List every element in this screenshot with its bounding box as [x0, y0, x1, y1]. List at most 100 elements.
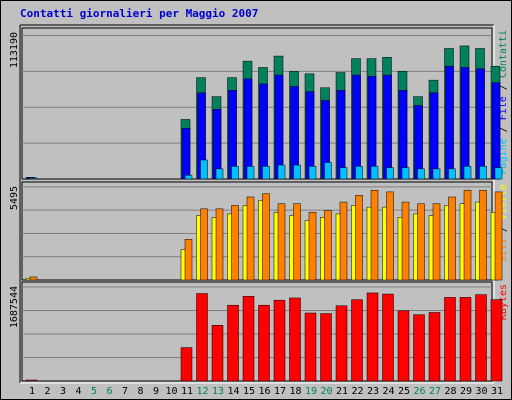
bar-pagine-day-23[interactable] [370, 166, 379, 180]
bar-kbytes-day-28[interactable] [444, 297, 456, 382]
bar-file-day-31[interactable] [491, 82, 501, 180]
bar-siti-day-19[interactable] [308, 211, 317, 281]
bar-file-day-14[interactable] [228, 90, 237, 180]
bar-kbytes-day-24[interactable] [382, 293, 394, 382]
bar-siti-day-17[interactable] [277, 203, 286, 281]
bar-file-day-15[interactable] [243, 78, 253, 180]
bar-file-day-27[interactable] [429, 92, 439, 180]
bar-file-day-22[interactable] [352, 74, 361, 180]
bar-siti-day-28[interactable] [448, 196, 456, 281]
x-tick-label-day-5: 5 [91, 386, 97, 397]
bar-pagine-day-19[interactable] [308, 166, 317, 180]
x-tick-label-day-17: 17 [274, 386, 286, 397]
bar-kbytes-day-31[interactable] [490, 299, 503, 382]
bar-pagine-day-21[interactable] [339, 167, 348, 180]
x-tick-label-day-31: 31 [491, 386, 503, 397]
bar-siti-day-14[interactable] [231, 205, 239, 281]
bar-pagine-day-15[interactable] [246, 166, 255, 180]
bar-pagine-day-11[interactable] [184, 174, 193, 180]
bar-siti-day-29[interactable] [463, 189, 472, 281]
bar-pagine-day-31[interactable] [494, 167, 503, 180]
bar-pagine-day-26[interactable] [417, 168, 425, 180]
panel-sites-visits-legend-item: Visite [498, 184, 509, 220]
bar-file-day-17[interactable] [274, 74, 284, 180]
bar-pagine-day-20[interactable] [324, 162, 332, 180]
bar-siti-day-31[interactable] [494, 191, 503, 281]
bar-file-day-19[interactable] [305, 91, 315, 180]
bar-kbytes-day-23[interactable] [366, 292, 379, 382]
bar-kbytes-day-21[interactable] [335, 305, 348, 382]
x-tick-label-day-23: 23 [367, 386, 379, 397]
bar-kbytes-day-26[interactable] [413, 314, 425, 382]
bar-siti-day-16[interactable] [262, 193, 270, 281]
bar-file-day-24[interactable] [383, 74, 392, 180]
bar-kbytes-day-22[interactable] [351, 299, 363, 382]
bar-pagine-day-25[interactable] [401, 167, 410, 180]
bar-pagine-day-14[interactable] [231, 166, 239, 180]
bar-pagine-day-24[interactable] [386, 167, 394, 180]
bar-kbytes-day-17[interactable] [273, 299, 286, 382]
bar-siti-day-11[interactable] [184, 239, 193, 281]
x-tick-label-day-18: 18 [289, 386, 301, 397]
x-tick-label-day-2: 2 [44, 386, 50, 397]
bar-file-day-21[interactable] [336, 90, 346, 180]
bar-kbytes-day-30[interactable] [475, 294, 487, 382]
bar-siti-day-25[interactable] [401, 201, 410, 281]
bar-siti-day-22[interactable] [355, 195, 363, 281]
x-tick-label-day-20: 20 [320, 386, 332, 397]
bar-siti-day-21[interactable] [339, 201, 348, 281]
bar-pagine-day-29[interactable] [463, 166, 472, 180]
bar-siti-day-26[interactable] [417, 203, 425, 281]
bar-pagine-day-1[interactable] [29, 177, 38, 180]
bar-file-day-11[interactable] [181, 128, 191, 180]
bar-pagine-day-17[interactable] [277, 164, 286, 180]
bar-file-day-29[interactable] [460, 67, 470, 180]
bar-pagine-day-12[interactable] [200, 159, 208, 180]
bar-file-day-23[interactable] [367, 76, 377, 180]
bar-pagine-day-22[interactable] [355, 166, 363, 180]
bar-kbytes-day-13[interactable] [211, 325, 224, 382]
bar-pagine-day-27[interactable] [432, 168, 441, 180]
bar-siti-day-30[interactable] [479, 189, 487, 281]
x-tick-label-day-7: 7 [122, 386, 128, 397]
bar-siti-day-23[interactable] [370, 189, 379, 281]
bar-file-day-28[interactable] [445, 65, 454, 180]
x-tick-label-day-3: 3 [60, 386, 66, 397]
bar-file-day-25[interactable] [398, 90, 408, 180]
bar-kbytes-day-11[interactable] [180, 347, 193, 382]
bar-kbytes-day-19[interactable] [304, 312, 317, 382]
bar-file-day-26[interactable] [414, 105, 423, 180]
bar-kbytes-day-18[interactable] [289, 297, 301, 382]
x-tick-label-day-9: 9 [153, 386, 159, 397]
bar-file-day-30[interactable] [476, 68, 485, 180]
bar-kbytes-day-15[interactable] [242, 296, 255, 382]
bar-kbytes-day-29[interactable] [459, 297, 472, 382]
bar-kbytes-day-1[interactable] [25, 379, 38, 382]
bar-kbytes-day-14[interactable] [227, 304, 239, 382]
bar-siti-day-27[interactable] [432, 203, 441, 281]
x-tick-label-day-12: 12 [196, 386, 208, 397]
bar-siti-day-1[interactable] [29, 276, 38, 281]
bar-kbytes-day-16[interactable] [258, 304, 270, 382]
bar-pagine-day-16[interactable] [262, 166, 270, 180]
bar-siti-day-18[interactable] [293, 203, 301, 281]
bar-siti-day-13[interactable] [215, 208, 224, 281]
bar-kbytes-day-20[interactable] [320, 313, 332, 382]
bar-siti-day-12[interactable] [200, 208, 208, 281]
bar-kbytes-day-25[interactable] [397, 310, 410, 382]
panel-hits-files-pages-legend: Pagine / File / Contatti [498, 30, 509, 175]
x-tick-label-day-8: 8 [137, 386, 143, 397]
bar-kbytes-day-27[interactable] [428, 312, 441, 382]
bar-kbytes-day-12[interactable] [196, 293, 208, 382]
bar-pagine-day-30[interactable] [479, 166, 487, 180]
bar-pagine-day-18[interactable] [293, 164, 301, 180]
bar-siti-day-15[interactable] [246, 196, 255, 281]
bar-pagine-day-28[interactable] [448, 168, 456, 180]
bar-pagine-day-13[interactable] [215, 168, 224, 180]
bar-siti-day-20[interactable] [324, 210, 332, 281]
bar-file-day-16[interactable] [259, 83, 268, 180]
x-tick-label-day-6: 6 [106, 386, 112, 397]
bar-file-day-13[interactable] [212, 109, 222, 180]
bar-siti-day-24[interactable] [386, 191, 394, 281]
